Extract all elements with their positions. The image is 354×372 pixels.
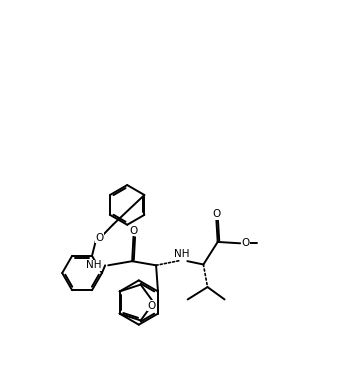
Text: O: O — [95, 232, 103, 243]
Text: O: O — [130, 225, 138, 235]
Text: NH: NH — [86, 260, 101, 270]
Text: O: O — [241, 238, 250, 248]
Text: O: O — [212, 209, 221, 219]
Text: O: O — [148, 301, 156, 311]
Text: NH: NH — [174, 249, 189, 259]
